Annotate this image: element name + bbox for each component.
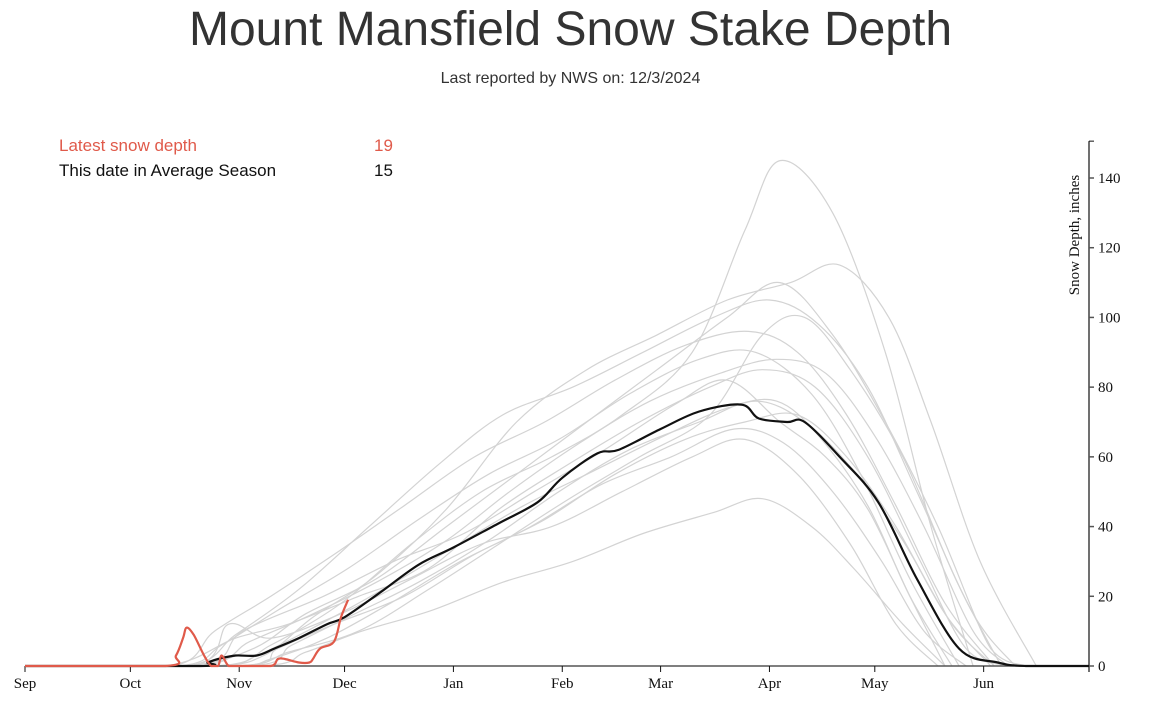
legend: Latest snow depth 19 This date in Averag… — [59, 136, 399, 186]
x-tick-label: Sep — [14, 676, 37, 692]
x-tick-label: Nov — [226, 676, 252, 692]
legend-latest-value: 19 — [374, 136, 393, 155]
legend-average-row: This date in Average Season 15 — [59, 161, 399, 186]
history-season-line — [24, 497, 946, 667]
y-tick-label: 100 — [1098, 310, 1121, 326]
history-season-line — [24, 398, 953, 667]
x-tick-label: Feb — [551, 676, 574, 692]
y-tick-label: 140 — [1098, 171, 1121, 187]
series-layer — [24, 403, 1089, 668]
x-tick-label: Apr — [758, 676, 781, 692]
history-season-line — [24, 427, 967, 667]
history-season-line — [24, 400, 995, 667]
history-season-line — [24, 358, 1009, 667]
history-season-line — [24, 330, 995, 667]
y-tick-label: 0 — [1098, 659, 1106, 675]
history-season-line — [24, 299, 1016, 667]
history-season-line — [24, 281, 1027, 667]
history-season-line — [24, 349, 960, 667]
x-axis: Sep Oct Nov Dec Jan Feb Mar Apr May Jun — [14, 665, 1089, 692]
x-tick-label: Dec — [332, 676, 356, 692]
x-tick-label: Mar — [648, 676, 673, 692]
y-tick-label: 120 — [1098, 241, 1121, 257]
legend-latest-row: Latest snow depth 19 — [59, 136, 399, 161]
history-season-line — [24, 412, 992, 667]
y-tick-label: 20 — [1098, 589, 1113, 605]
x-tick-label: May — [861, 676, 889, 692]
y-tick-label: 80 — [1098, 380, 1113, 396]
x-tick-label: Oct — [120, 676, 142, 692]
x-tick-label: Jun — [973, 676, 994, 692]
legend-average-value: 15 — [374, 161, 393, 180]
y-tick-label: 40 — [1098, 520, 1113, 536]
y-axis-label: Snow Depth, inches — [1067, 175, 1083, 296]
legend-average-label: This date in Average Season — [59, 161, 277, 180]
chart-title: Mount Mansfield Snow Stake Depth — [188, 3, 953, 56]
average-season-line — [24, 403, 1089, 668]
chart-subtitle: Last reported by NWS on: 12/3/2024 — [440, 70, 701, 87]
y-axis: 0 20 40 60 80 100 120 140 — [1088, 140, 1121, 675]
historical-seasons — [24, 159, 1037, 667]
current-season-line — [24, 599, 350, 668]
y-tick-label: 60 — [1098, 450, 1113, 466]
legend-latest-label: Latest snow depth — [59, 136, 197, 155]
history-season-line — [24, 438, 939, 667]
x-tick-label: Jan — [443, 676, 463, 692]
history-season-line — [24, 159, 974, 667]
